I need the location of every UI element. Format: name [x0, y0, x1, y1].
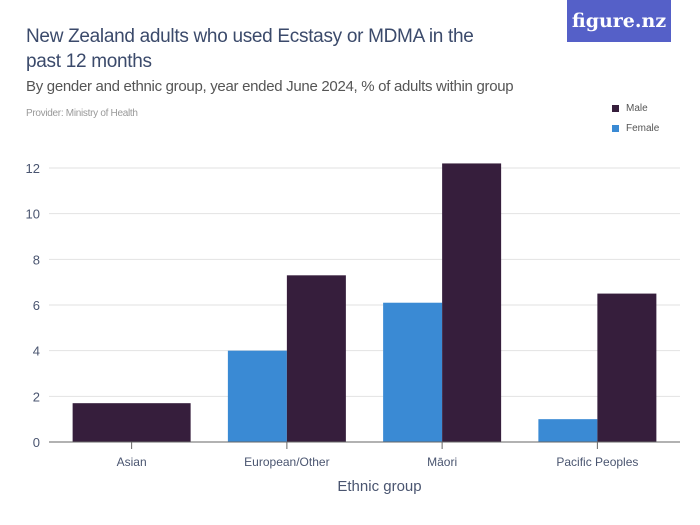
legend-label-male: Male [626, 102, 648, 114]
legend-item-female: Female [612, 118, 659, 138]
y-tick-label: 10 [26, 207, 40, 222]
legend-swatch-female [612, 124, 619, 132]
logo-text: figure.nz [571, 10, 667, 32]
bar-female [383, 302, 443, 442]
bar-female [538, 419, 598, 442]
legend-item-male: Male [612, 98, 659, 118]
y-tick-label: 12 [26, 161, 40, 176]
y-tick-label: 2 [33, 389, 40, 404]
legend-swatch-male [612, 104, 619, 112]
chart-subtitle: By gender and ethnic group, year ended J… [26, 78, 514, 95]
x-axis-label: Ethnic group [337, 478, 421, 495]
bar-male [442, 163, 502, 442]
legend: Male Female [612, 98, 659, 138]
x-tick-label: European/Other [244, 455, 329, 469]
y-tick-label: 4 [33, 344, 40, 359]
provider-label: Provider: Ministry of Health [26, 108, 138, 119]
x-tick-label: Māori [427, 455, 457, 469]
bar-male [72, 403, 191, 442]
x-tick-label: Pacific Peoples [556, 455, 638, 469]
legend-label-female: Female [626, 122, 660, 134]
x-tick-label: Asian [117, 455, 147, 469]
y-tick-label: 0 [33, 435, 40, 450]
bar-female [227, 350, 287, 442]
figure-nz-logo[interactable]: figure.nz [567, 0, 671, 42]
bar-male [286, 275, 346, 442]
y-tick-label: 8 [33, 252, 40, 267]
chart-title: New Zealand adults who used Ecstasy or M… [26, 26, 474, 72]
y-tick-label: 6 [33, 298, 40, 313]
bar-male [597, 293, 657, 442]
